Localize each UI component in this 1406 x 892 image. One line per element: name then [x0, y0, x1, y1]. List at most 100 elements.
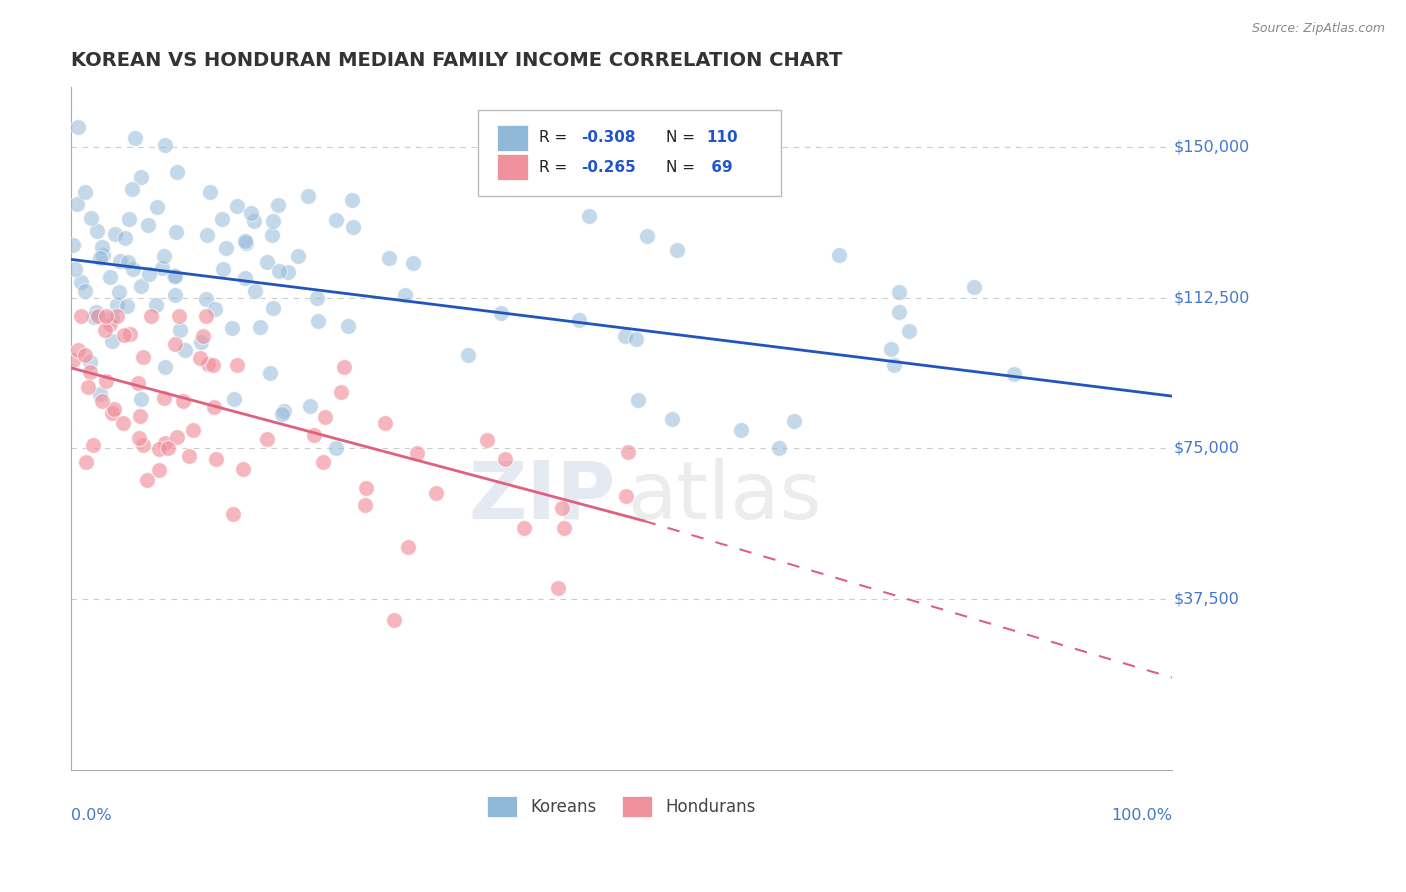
Point [80, 211, 103, 226]
Point [783, 414, 806, 428]
Point [146, 200, 169, 214]
Point [377, 251, 399, 265]
Point [108, 254, 131, 268]
Point [190, 335, 212, 350]
Point [887, 305, 910, 319]
Point [121, 261, 143, 276]
Point [69, 275, 91, 289]
Point [132, 438, 155, 452]
Point [262, 301, 284, 315]
Point [578, 210, 600, 224]
Point [489, 306, 512, 320]
Point [880, 342, 903, 356]
Point [66, 197, 89, 211]
Point [111, 416, 134, 430]
Point [963, 279, 986, 293]
Point [547, 581, 569, 595]
Point [627, 393, 650, 408]
Point [325, 442, 347, 456]
Point [62, 352, 84, 367]
Point [163, 288, 186, 302]
Point [354, 498, 377, 512]
Text: $112,500: $112,500 [1174, 290, 1250, 305]
Point [129, 169, 152, 184]
Point [90, 394, 112, 409]
Point [132, 351, 155, 365]
Point [117, 255, 139, 269]
Text: atlas: atlas [627, 458, 821, 535]
Point [636, 229, 658, 244]
Point [768, 442, 790, 456]
Point [96, 309, 118, 323]
Point [108, 285, 131, 300]
Point [551, 500, 574, 515]
Point [91, 240, 114, 254]
Point [568, 312, 591, 326]
Point [221, 320, 243, 334]
Point [62, 238, 84, 252]
Point [240, 206, 263, 220]
Point [256, 432, 278, 446]
Point [169, 323, 191, 337]
Point [406, 446, 429, 460]
Point [145, 297, 167, 311]
Point [342, 220, 364, 235]
Point [127, 376, 149, 390]
Text: N =: N = [665, 160, 699, 175]
Text: N =: N = [665, 130, 699, 145]
Point [267, 264, 290, 278]
Point [167, 309, 190, 323]
Point [86, 223, 108, 237]
Point [82, 438, 104, 452]
Point [152, 249, 174, 263]
Point [163, 268, 186, 283]
Text: 110: 110 [706, 130, 738, 145]
Point [83, 310, 105, 324]
Point [136, 473, 159, 487]
Point [101, 334, 124, 348]
Point [129, 279, 152, 293]
Point [77, 379, 100, 393]
Point [105, 298, 128, 312]
Point [307, 291, 329, 305]
Point [222, 507, 245, 521]
Point [887, 285, 910, 299]
Point [141, 309, 163, 323]
Point [177, 449, 200, 463]
Point [129, 409, 152, 424]
Point [128, 431, 150, 445]
Point [129, 392, 152, 407]
Point [401, 256, 423, 270]
Text: Source: ZipAtlas.com: Source: ZipAtlas.com [1251, 22, 1385, 36]
Point [730, 423, 752, 437]
Point [65, 261, 87, 276]
Point [828, 248, 851, 262]
FancyBboxPatch shape [498, 154, 529, 180]
Point [183, 423, 205, 437]
Point [75, 348, 97, 362]
Point [195, 292, 218, 306]
Point [112, 328, 135, 343]
Point [89, 386, 111, 401]
Point [243, 213, 266, 227]
Point [235, 235, 257, 250]
Point [225, 199, 247, 213]
Point [195, 227, 218, 242]
Point [79, 355, 101, 369]
Text: -0.265: -0.265 [581, 160, 636, 175]
Text: ZIP: ZIP [468, 458, 616, 535]
Point [494, 452, 516, 467]
Point [273, 404, 295, 418]
Point [153, 359, 176, 374]
Point [98, 269, 121, 284]
Point [897, 324, 920, 338]
Point [312, 455, 335, 469]
Point [201, 359, 224, 373]
Point [188, 351, 211, 365]
Point [165, 225, 187, 239]
Point [163, 337, 186, 351]
Point [340, 193, 363, 207]
Point [121, 182, 143, 196]
Point [166, 165, 188, 179]
Point [198, 185, 221, 199]
